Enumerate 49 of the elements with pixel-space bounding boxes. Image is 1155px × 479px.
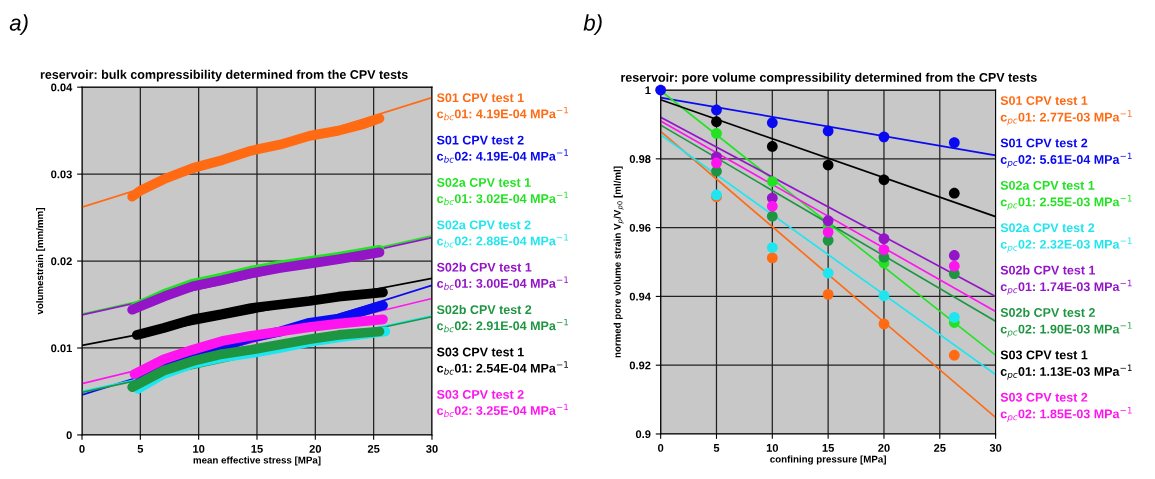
x-tick-label: 20 (878, 443, 890, 452)
y-tick-label: 0.94 (629, 292, 651, 301)
y-tick-label: 0.96 (629, 223, 651, 232)
x-tick-label: 5 (137, 445, 144, 453)
text: S01 CPV test 2 c$_{bc}$02: 4.19E-04 MPa$^{−1}$ (436, 135, 569, 163)
text: S03 CPV test 1 c$_{bc}$01: 2.54E-04 MPa$^{−1}$ (436, 347, 569, 375)
y-tick-label: 0.04 (51, 83, 73, 92)
x-tick-label: 5 (713, 444, 720, 452)
x-tick-label: 25 (933, 443, 946, 452)
text: S02b CPV test 1 c$_{pc}$01: 1.74E-03 MPa$^{−1}$ (1000, 265, 1132, 295)
x-tick-label: 10 (193, 444, 205, 453)
y-tick-label: 0.02 (51, 257, 72, 266)
y-tick-label: 0.01 (51, 344, 72, 353)
y-axis-title: volumestrain [mm/mm] (36, 208, 46, 315)
text: S02a CPV test 2 c$_{pc}$02: 2.32E-03 MPa$^{−1}$ (1000, 223, 1132, 253)
x-tick-label: 10 (766, 443, 779, 452)
text: S02b CPV test 2 c$_{bc}$02: 2.91E-04 MPa$^{−1}$ (436, 304, 569, 333)
text: S02b CPV test 2 c$_{pc}$02: 1.90E-03 MPa$^{−1}$ (1000, 307, 1132, 338)
x-tick-label: 20 (309, 444, 322, 453)
y-tick-label: 0 (66, 431, 72, 440)
y-tick-label: 0.03 (51, 170, 72, 179)
text: S01 CPV test 2 c$_{pc}$02: 5.61E-04 MPa$^{−1}$ (1000, 138, 1132, 168)
text: S01 CPV test 1 c$_{bc}$01: 4.19E-04 MPa$^{−1}$ (436, 93, 569, 121)
text: S01 CPV test 1 c$_{pc}$01: 2.77E-03 MPa$^{−1}$ (1000, 96, 1132, 126)
x-tick-label: 15 (822, 444, 835, 452)
text: S02b CPV test 1 c$_{bc}$01: 3.00E-04 MPa$^{−1}$ (436, 262, 569, 290)
text: a) (9, 14, 28, 36)
x-tick-label: 30 (426, 444, 438, 453)
text: S02a CPV test 1 c$_{bc}$01: 3.02E-04 MPa$^{−1}$ (436, 178, 569, 206)
text: S03 CPV test 2 c$_{pc}$02: 1.85E-03 MPa$^{−1}$ (1000, 392, 1132, 423)
x-tick-label: 0 (658, 443, 664, 452)
y-axis-title: normed pore volume strain V$_{p}$/V$_{p0}$ [ml/ml] (613, 166, 624, 358)
text: S02a CPV test 2 c$_{bc}$02: 2.88E-04 MPa$^{−1}$ (436, 220, 569, 248)
y-tick-label: 0.9 (635, 430, 651, 439)
x-axis-title: mean effective stress [MPa] (193, 456, 321, 466)
x-tick-label: 15 (251, 445, 263, 453)
text: S03 CPV test 1 c$_{pc}$01: 1.13E-03 MPa$^{−1}$ (1000, 350, 1132, 380)
x-tick-label: 0 (79, 444, 85, 453)
text: S03 CPV test 2 c$_{bc}$02: 3.25E-04 MPa$^{−1}$ (436, 390, 569, 418)
x-axis-title: confining pressure [MPa] (770, 455, 886, 465)
y-tick-label: 0.98 (629, 155, 651, 163)
chart-title: reservoir: pore volume compressibility determined from the CPV tests (621, 72, 1037, 85)
y-tick-label: 1 (645, 86, 651, 95)
text: b) (583, 14, 602, 36)
x-tick-label: 30 (989, 443, 1002, 452)
chart-title: reservoir: bulk compressibility determined from the CPV tests (40, 69, 408, 82)
text: S02a CPV test 1 c$_{pc}$01: 2.55E-03 MPa$^{−1}$ (1000, 180, 1132, 211)
x-tick-label: 25 (367, 444, 380, 453)
y-tick-label: 0.92 (629, 361, 651, 370)
